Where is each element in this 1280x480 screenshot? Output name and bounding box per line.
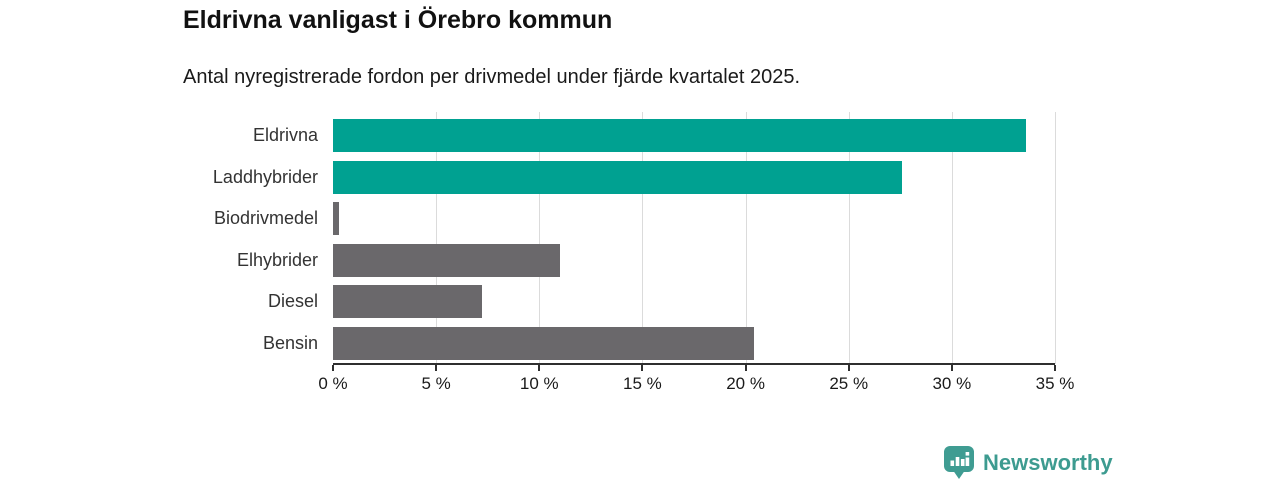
category-label-eldrivna: Eldrivna xyxy=(252,125,318,146)
x-tick-label-10: 10 % xyxy=(519,374,559,393)
x-tick-10 xyxy=(538,365,541,371)
x-tick-5 xyxy=(435,365,438,371)
x-tick-label-30: 30 % xyxy=(932,374,972,393)
x-tick-30 xyxy=(950,365,953,371)
gridline-5 xyxy=(436,112,438,364)
category-label-biodrivmedel: Biodrivmedel xyxy=(213,208,318,229)
chart-subtitle: Antal nyregistrerade fordon per drivmede… xyxy=(183,66,801,88)
x-tick-0 xyxy=(332,365,334,371)
bar-elhybrider xyxy=(333,243,560,277)
bar-laddhybrider xyxy=(333,160,903,194)
x-tick-label-25: 25 % xyxy=(829,374,869,393)
x-axis: 0 % 5 % 10 % 15 % 20 % 25 % 30 % 35 % xyxy=(318,363,1074,403)
gridline-15 xyxy=(642,112,644,364)
category-label-bensin: Bensin xyxy=(262,332,318,353)
x-axis-line xyxy=(333,363,1055,365)
gridline-35 xyxy=(1055,112,1056,364)
category-label-elhybrider: Elhybrider xyxy=(236,249,318,270)
x-tick-label-5: 5 % xyxy=(421,374,451,393)
x-tick-15 xyxy=(641,365,644,371)
bar-diesel xyxy=(333,285,482,319)
x-tick-label-35: 35 % xyxy=(1035,374,1075,393)
x-tick-35 xyxy=(1054,365,1056,371)
chart-title: Eldrivna vanligast i Örebro kommun xyxy=(183,6,613,34)
gridline-10 xyxy=(539,112,541,364)
category-label-laddhybrider: Laddhybrider xyxy=(212,166,318,187)
gridline-25 xyxy=(848,112,850,364)
category-label-diesel: Diesel xyxy=(267,291,318,312)
bar-bensin xyxy=(333,326,754,360)
x-tick-label-20: 20 % xyxy=(726,374,765,393)
x-tick-25 xyxy=(847,365,850,371)
brand-name: Newsworthy xyxy=(983,450,1113,475)
newsworthy-logo: Newsworthy xyxy=(944,446,1113,479)
x-tick-label-0: 0 % xyxy=(318,374,348,393)
gridline-20 xyxy=(745,112,747,364)
x-tick-label-15: 15 % xyxy=(623,374,662,393)
newsworthy-pin-barchart-icon xyxy=(944,446,974,479)
category-labels: Eldrivna Laddhybrider Biodrivmedel Elhybrid… xyxy=(0,115,318,364)
bar-biodrivmedel xyxy=(333,202,340,236)
x-tick-20 xyxy=(744,365,747,371)
plot-area xyxy=(333,112,1056,364)
bar-eldrivna xyxy=(333,119,1027,153)
gridline-30 xyxy=(951,112,953,364)
